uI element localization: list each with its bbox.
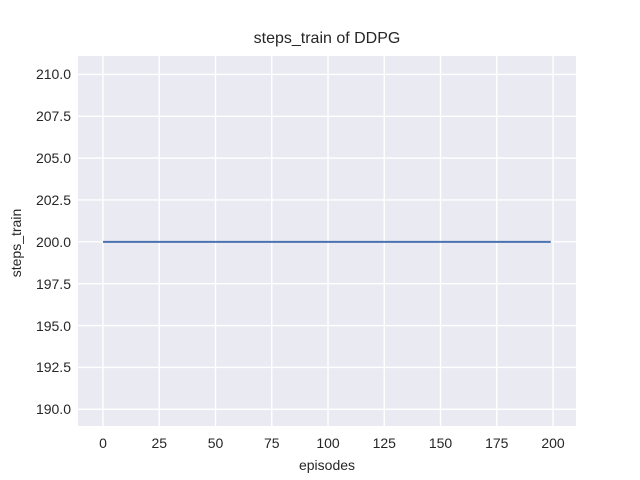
- x-tick-label: 50: [207, 435, 224, 451]
- x-tick-label: 25: [151, 435, 168, 451]
- plot-canvas: [78, 56, 576, 426]
- y-tick-label: 197.5: [35, 275, 71, 292]
- x-tick-label: 125: [372, 435, 396, 451]
- y-tick-label: 202.5: [35, 191, 71, 208]
- y-tick-label: 192.5: [35, 359, 71, 376]
- y-tick-label: 210.0: [35, 66, 71, 83]
- plot-area: [78, 56, 576, 426]
- x-tick-label: 75: [263, 435, 280, 451]
- x-tick-label: 100: [316, 435, 340, 451]
- y-tick-label: 190.0: [35, 401, 71, 418]
- y-tick-label: 207.5: [35, 108, 71, 125]
- x-tick-label: 175: [485, 435, 509, 451]
- x-tick-label: 200: [541, 435, 565, 451]
- x-tick-label: 150: [428, 435, 453, 451]
- y-tick-label: 205.0: [35, 150, 71, 167]
- y-tick-label: 200.0: [35, 233, 71, 250]
- x-axis-label: episodes: [298, 457, 356, 473]
- chart-title: steps_train of DDPG: [253, 30, 401, 47]
- y-tick-label: 195.0: [35, 317, 71, 334]
- x-tick-label: 0: [99, 435, 107, 451]
